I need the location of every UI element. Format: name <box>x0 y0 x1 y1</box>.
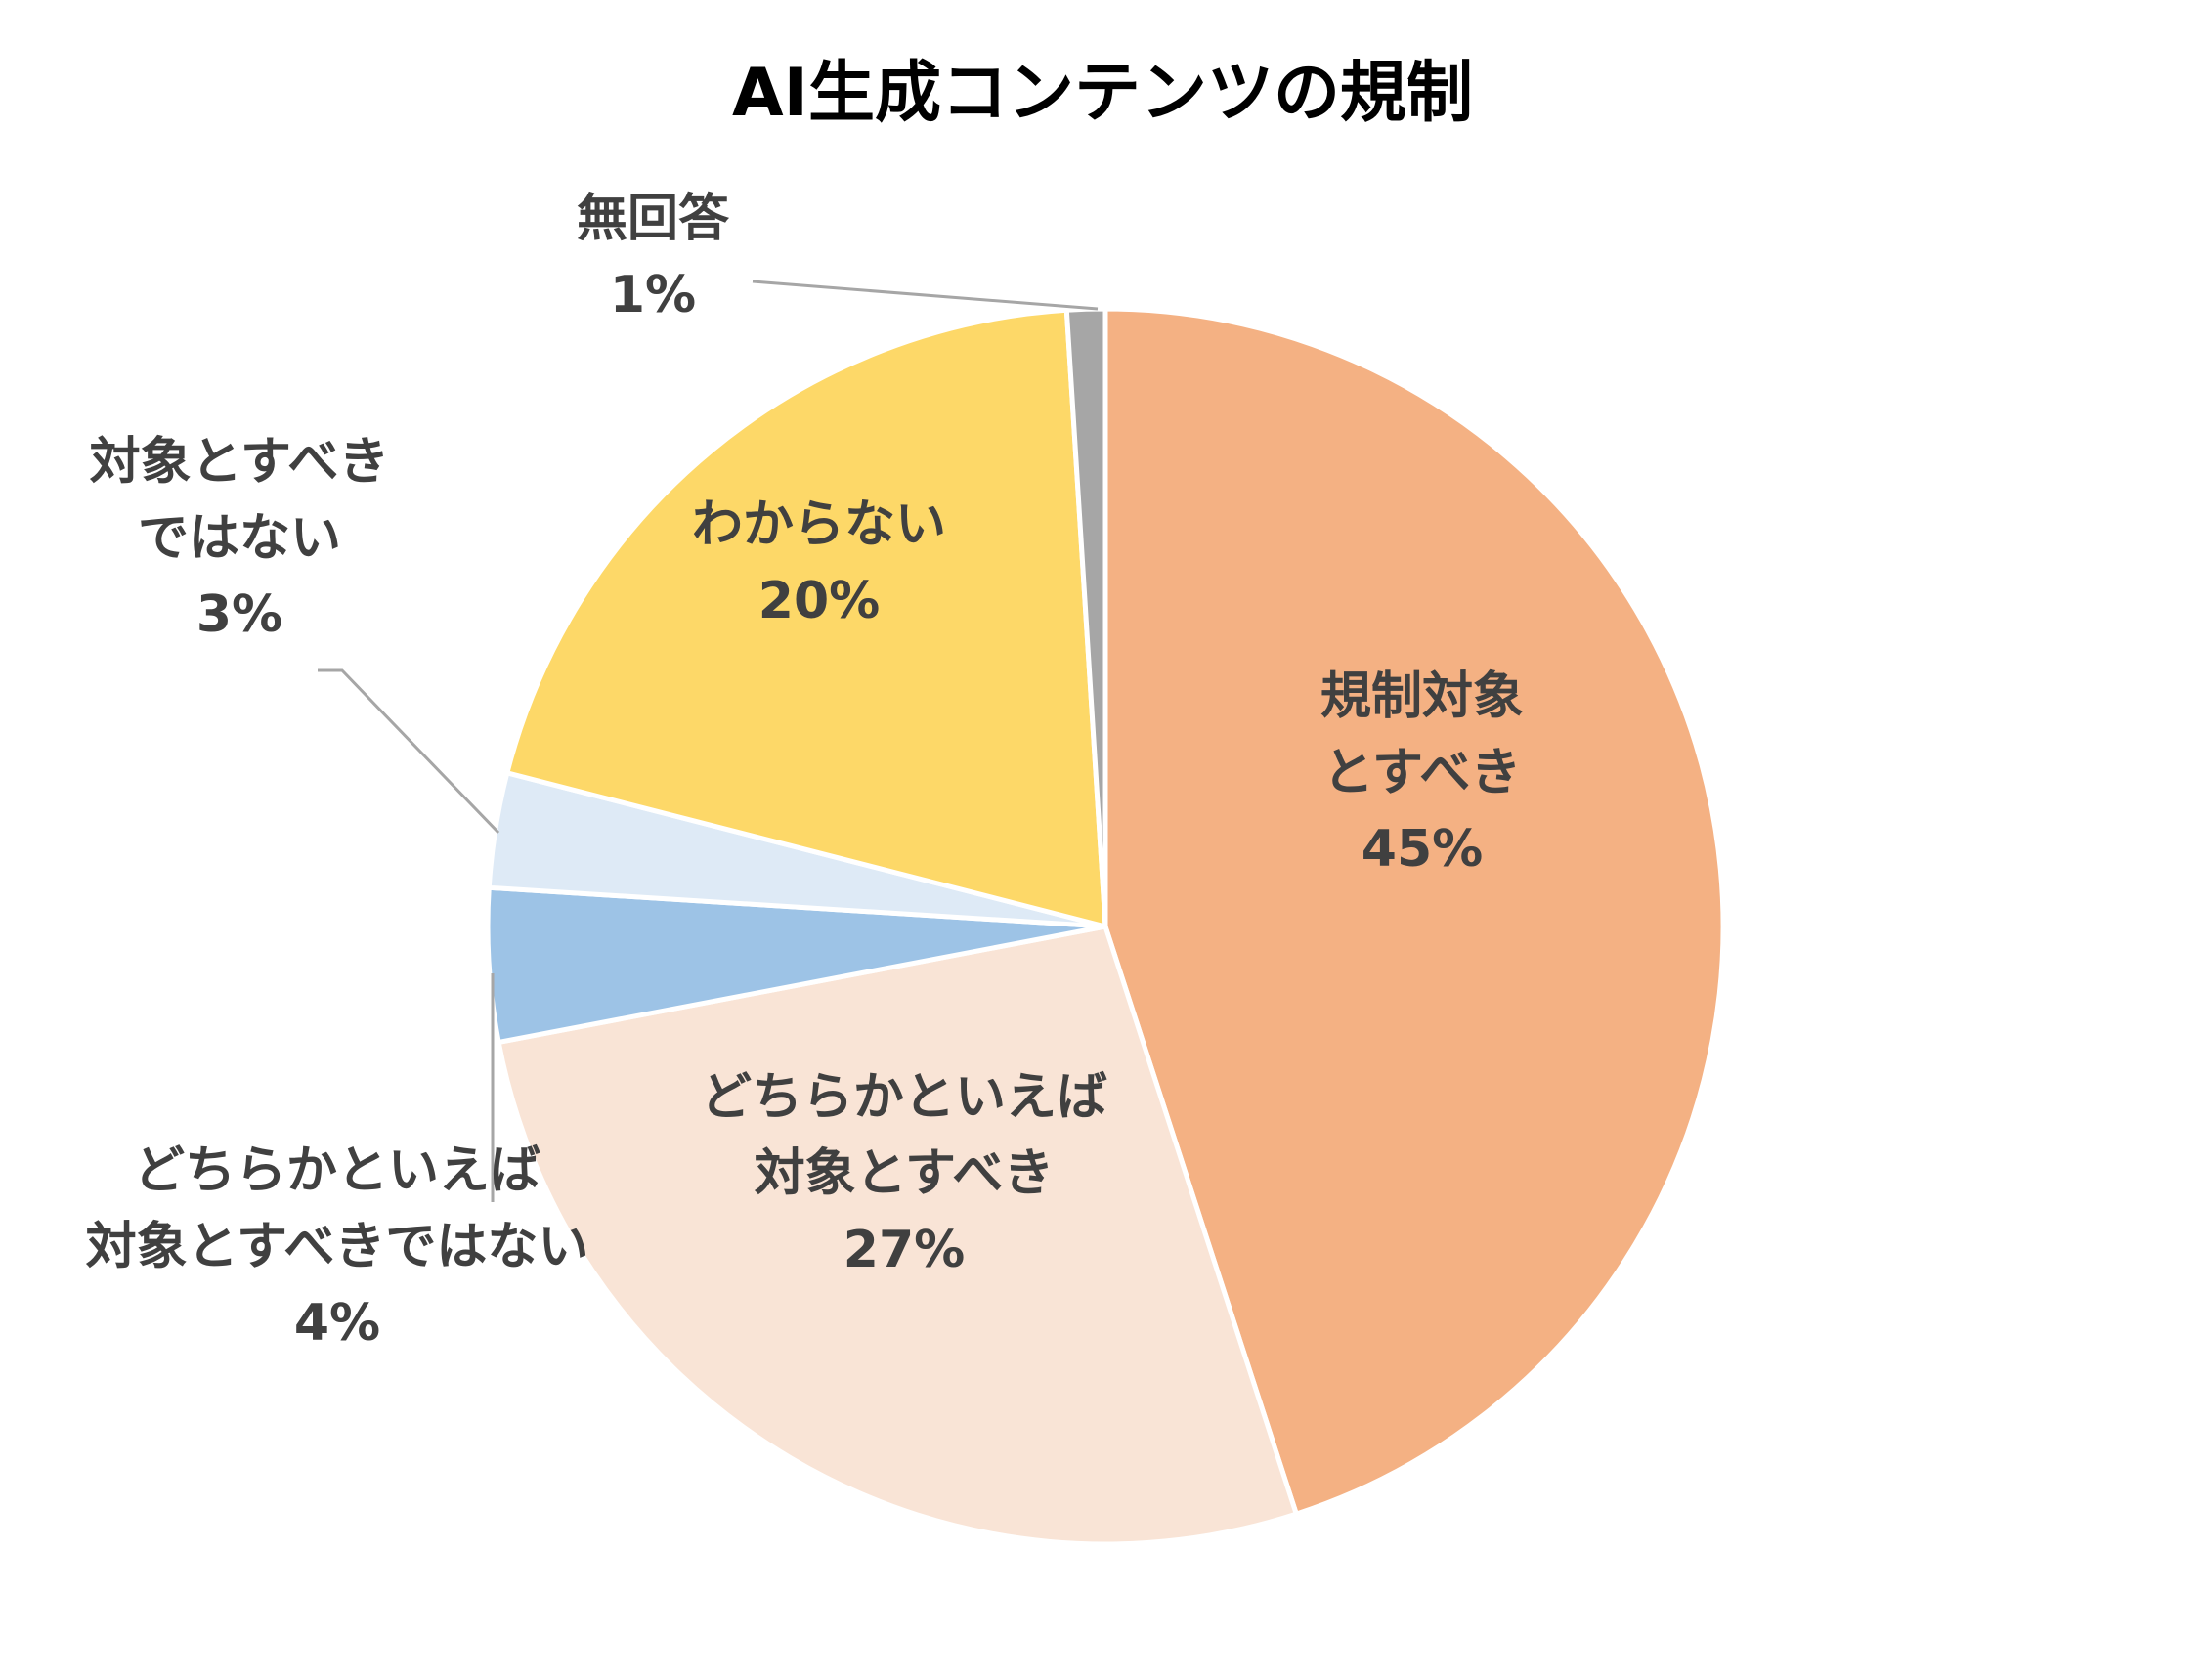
slice-value-label-4: 20% <box>758 572 880 630</box>
slice-value-label-0: 45% <box>1362 820 1483 879</box>
pie-slice-1 <box>496 924 1299 1547</box>
slice-label-1-line-1: 対象とすべき <box>755 1144 1055 1203</box>
slice-label-3-line-0: 対象とすべき <box>90 433 390 492</box>
leader-line-3 <box>318 668 500 835</box>
slice-labels: 規制対象とすべき45%どちらかといえば対象とすべき27%どちらかといえば対象とす… <box>86 190 1524 1353</box>
pie-slices <box>485 306 1726 1547</box>
slice-label-2-line-1: 対象とすべきではない <box>86 1218 589 1276</box>
slice-label-0-line-0: 規制対象 <box>1320 668 1524 726</box>
slice-value-label-1: 27% <box>843 1221 965 1279</box>
slice-label-5-line-0: 無回答 <box>577 190 730 248</box>
chart-title: AI生成コンテンツの規制 <box>732 55 1473 132</box>
leader-lines <box>318 280 1099 1202</box>
pie-slice-0 <box>1102 306 1726 1517</box>
slice-label-4-line-0: わからない <box>692 495 946 554</box>
slice-value-label-3: 3% <box>196 585 282 644</box>
slice-label-3-line-1: ではない <box>138 509 341 568</box>
slice-value-label-2: 4% <box>294 1294 380 1353</box>
leader-line-5 <box>752 280 1099 311</box>
slice-label-2-line-0: どちらかといえば <box>134 1142 540 1200</box>
pie-slice-4 <box>504 307 1108 929</box>
slice-label-0-line-1: とすべき <box>1323 744 1522 802</box>
slice-value-label-5: 1% <box>610 266 696 324</box>
slice-label-1-line-0: どちらかといえば <box>701 1068 1107 1127</box>
